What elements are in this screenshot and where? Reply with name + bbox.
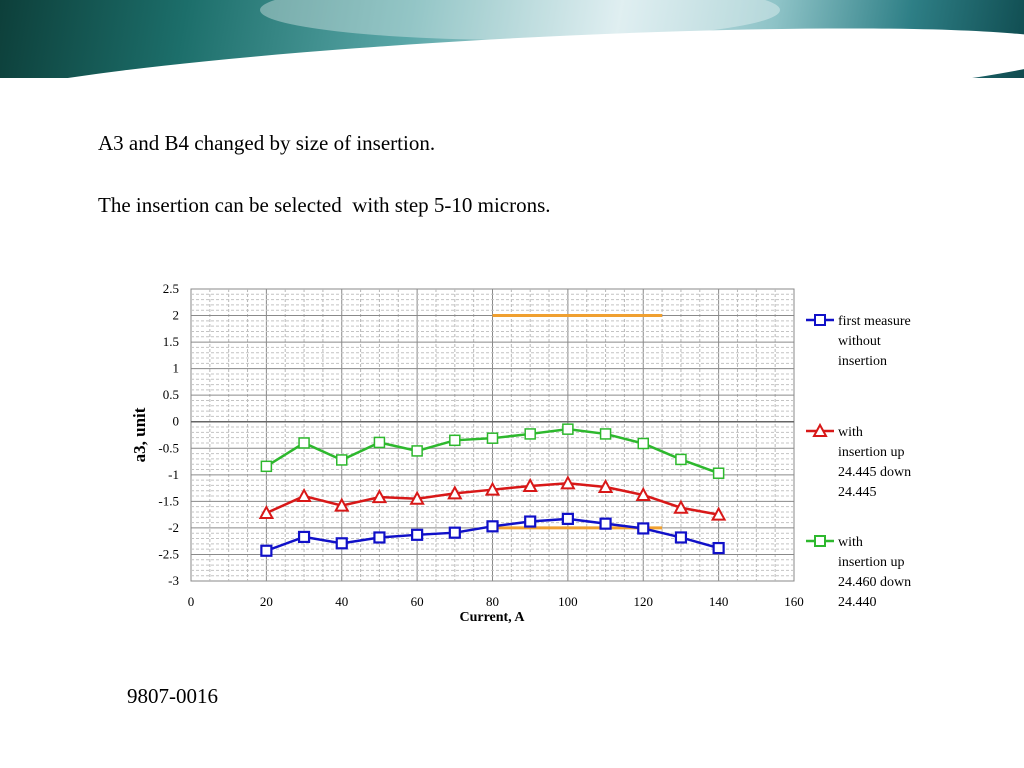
series-3-point	[599, 428, 612, 440]
series-3-point	[675, 453, 687, 466]
series-1-point	[486, 520, 499, 533]
y-tick-label: -0.5	[158, 440, 179, 455]
series-1-point	[335, 537, 348, 550]
legend-label-3: 24.460 down	[838, 575, 911, 590]
x-tick-label: 80	[486, 594, 499, 609]
series-1-point	[599, 517, 612, 530]
legend-label-1: without	[838, 334, 881, 349]
legend-marker-1	[814, 314, 826, 326]
x-tick-label: 0	[188, 594, 195, 609]
chart-series	[258, 423, 727, 557]
slide-text-line-2: The insertion can be selected with step …	[98, 193, 551, 217]
y-tick-label: 1	[173, 361, 180, 376]
series-3-point	[712, 467, 725, 479]
series-2-point	[484, 481, 501, 496]
legend-label-3: with	[838, 535, 863, 550]
series-1-point	[411, 528, 424, 541]
series-3-point	[524, 428, 536, 440]
y-tick-label: -2	[168, 520, 179, 535]
series-2-point	[258, 504, 275, 520]
series-1-point	[448, 526, 461, 539]
y-axis-title: a3, unit	[130, 407, 149, 462]
series-2-point	[597, 478, 614, 494]
series-2-point	[635, 486, 651, 501]
y-tick-label: -1	[168, 467, 179, 482]
legend-label-3: insertion up	[838, 555, 905, 570]
series-1-point	[524, 515, 537, 528]
series-2-point	[673, 499, 689, 514]
series-3-point	[486, 432, 499, 444]
legend-marker-3	[814, 535, 826, 547]
series-1-point	[373, 531, 386, 544]
series-3-point	[298, 437, 310, 449]
legend-label-1: first measure	[838, 314, 911, 329]
legend-label-2: insertion up	[838, 445, 905, 460]
legend-label-1: insertion	[838, 354, 887, 369]
series-3-point	[411, 445, 423, 457]
chart-grid	[191, 289, 794, 581]
series-2-point	[522, 477, 538, 492]
series-2-point	[560, 475, 576, 490]
legend-label-3: 24.440	[838, 595, 877, 610]
series-2-point	[334, 497, 350, 512]
series-1-point	[637, 522, 650, 535]
series-3-point	[260, 460, 273, 473]
series-1-point	[712, 541, 725, 555]
series-3-point	[373, 436, 386, 449]
series-2-point	[371, 489, 388, 504]
y-tick-label: 2	[173, 308, 180, 323]
x-tick-label: 60	[411, 594, 424, 609]
series-1-point	[561, 512, 574, 525]
y-tick-label: -3	[168, 573, 179, 588]
series-2-point	[409, 490, 425, 505]
legend-marker-2	[812, 422, 828, 437]
y-tick-label: 2.5	[163, 281, 179, 296]
series-2-point	[710, 506, 727, 521]
x-tick-label: 140	[709, 594, 729, 609]
x-tick-label: 20	[260, 594, 273, 609]
legend-label-2: with	[838, 425, 863, 440]
chart-legend: first measure without insertion with inserti…	[806, 314, 911, 610]
y-tick-label: 1.5	[163, 334, 179, 349]
series-2-point	[296, 487, 312, 503]
series-3-point	[562, 423, 574, 435]
series-3-point	[336, 454, 348, 466]
series-1-point	[674, 531, 688, 544]
y-tick-label: -1.5	[158, 493, 179, 508]
x-tick-label: 120	[634, 594, 654, 609]
legend-label-2: 24.445 down	[838, 465, 911, 480]
series-3-point	[449, 434, 461, 447]
x-tick-label: 100	[558, 594, 578, 609]
x-axis-title: Current, A	[459, 610, 525, 625]
x-tick-label: 40	[335, 594, 348, 609]
y-tick-label: 0.5	[163, 387, 179, 402]
header-banner	[0, 0, 1024, 78]
chart-ticks: 0 20 40 60 80 100 120 140 160 2.5 2 1.5 1 0.5 0 -0.5 -1 -…	[158, 281, 803, 609]
series-3-point	[637, 437, 649, 450]
y-tick-label: 0	[173, 414, 180, 429]
y-tick-label: -2.5	[158, 546, 179, 561]
series-1-point	[297, 530, 311, 544]
series-2-point	[447, 485, 463, 500]
legend-label-2: 24.445	[838, 485, 877, 500]
series-1-point	[260, 544, 273, 557]
x-tick-label: 160	[784, 594, 804, 609]
footer-code: 9807-0016	[127, 684, 218, 708]
slide-text-line-1: A3 and B4 changed by size of insertion.	[98, 131, 436, 155]
